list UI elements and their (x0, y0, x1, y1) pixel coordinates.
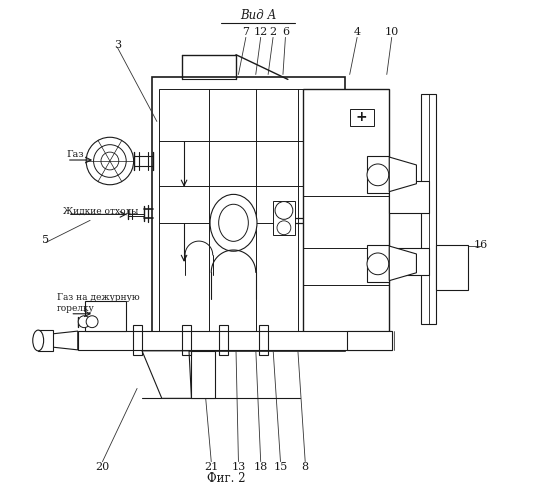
Text: 18: 18 (254, 462, 268, 471)
Bar (389, 248, 429, 274)
Bar (302, 90, 389, 334)
Bar (389, 181, 429, 213)
Text: 5: 5 (42, 235, 49, 245)
Bar (78, 331, 392, 350)
Circle shape (277, 221, 291, 234)
Text: 13: 13 (231, 462, 246, 471)
Text: Жидкие отходы: Жидкие отходы (63, 207, 138, 216)
Polygon shape (389, 246, 416, 280)
Text: 16: 16 (474, 240, 488, 250)
Bar (367, 245, 389, 282)
Circle shape (93, 144, 126, 178)
Bar (182, 325, 191, 355)
Text: 4: 4 (354, 28, 361, 38)
Circle shape (86, 138, 133, 184)
Bar (348, 331, 392, 350)
Text: 12: 12 (254, 28, 268, 38)
Polygon shape (389, 157, 416, 192)
Bar (219, 325, 228, 355)
Bar (350, 109, 374, 126)
Circle shape (367, 164, 389, 186)
Text: 20: 20 (95, 462, 110, 471)
Text: 3: 3 (114, 40, 121, 50)
Text: Газ на дежурную
горелку: Газ на дежурную горелку (57, 293, 140, 313)
Bar (152, 77, 345, 351)
Text: 21: 21 (204, 462, 219, 471)
Circle shape (78, 316, 90, 328)
Bar (38, 330, 53, 351)
Polygon shape (142, 351, 191, 399)
Text: Газ: Газ (67, 150, 85, 158)
Ellipse shape (33, 330, 43, 351)
Text: +: + (355, 110, 367, 124)
Circle shape (101, 152, 119, 170)
Circle shape (275, 202, 293, 220)
Ellipse shape (210, 194, 257, 251)
Bar (421, 94, 436, 324)
Text: 7: 7 (242, 28, 249, 38)
Text: 15: 15 (274, 462, 287, 471)
Circle shape (86, 316, 98, 328)
Bar (259, 325, 267, 355)
Text: 10: 10 (385, 28, 399, 38)
Bar (367, 156, 389, 193)
Bar (85, 302, 126, 331)
Bar (273, 200, 295, 235)
Polygon shape (51, 331, 78, 350)
Bar (191, 351, 215, 399)
Bar (436, 245, 468, 290)
Text: Фиг. 2: Фиг. 2 (207, 472, 245, 485)
Text: Вид А: Вид А (240, 8, 276, 22)
Bar (133, 325, 142, 355)
Text: 2: 2 (270, 28, 277, 38)
Circle shape (367, 253, 389, 274)
Text: 6: 6 (282, 28, 289, 38)
Text: 8: 8 (302, 462, 309, 471)
Bar (160, 90, 335, 342)
Ellipse shape (219, 204, 249, 242)
